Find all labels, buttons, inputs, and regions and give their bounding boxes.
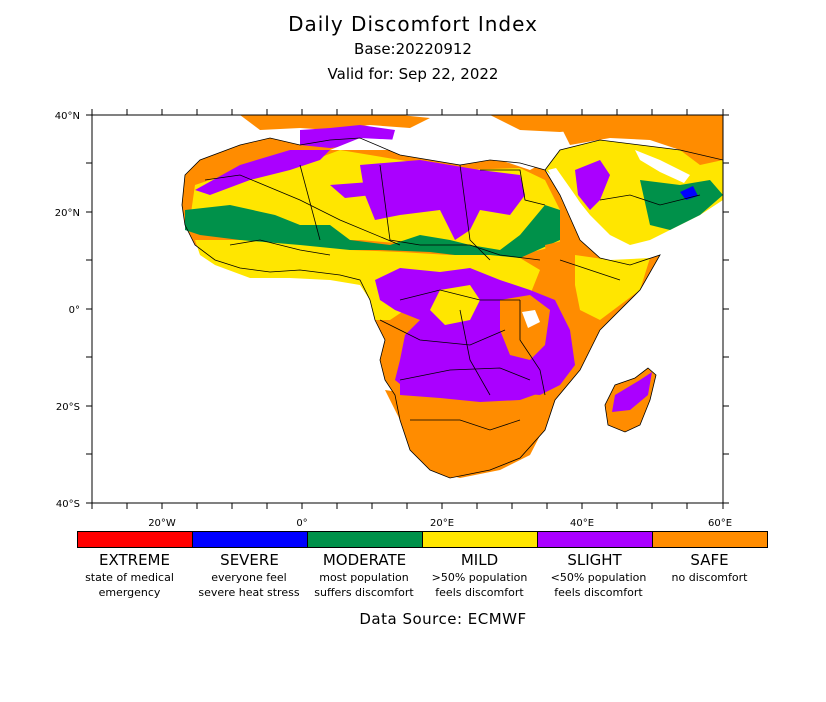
legend-desc-moderate-2: suffers discomfort [314,586,414,599]
central-mild [430,285,480,325]
legend-desc-extreme: state of medical emergency [72,570,187,600]
map-field [181,115,723,479]
arabia-green [640,180,723,230]
legend-desc-safe-1: no discomfort [671,571,748,584]
madagascar-slight [612,372,652,412]
legend-desc-slight-1: <50% population [550,571,647,584]
lat-label-0: 0° [69,305,80,316]
lat-label-20n: 20°N [55,208,80,219]
arabia-slight [575,160,610,210]
legend-desc-slight-2: feels discomfort [554,586,643,599]
legend-desc-extreme-2: emergency [98,586,161,599]
legend-label-severe: SEVERE [220,551,279,569]
great-lakes-safe [500,295,550,360]
legend-swatch-mild [422,531,538,548]
legend-swatch-moderate [307,531,423,548]
legend-label-moderate: MODERATE [322,551,407,569]
valid-date: Valid for: Sep 22, 2022 [327,65,499,83]
europe-safe [240,115,430,130]
legend-desc-mild-2: feels discomfort [435,586,524,599]
sahara-slight-north [195,150,330,195]
legend-desc-mild: >50% population feels discomfort [422,570,537,600]
legend-desc-moderate: most population suffers discomfort [304,570,424,600]
discomfort-map: 40°N 20°N 0° 20°S 40°S 20°W 0° 20°E 40°E… [55,109,732,529]
legend-swatch-severe [192,531,308,548]
legend-desc-severe-2: severe heat stress [198,586,300,599]
legend-desc-slight: <50% population feels discomfort [541,570,656,600]
legend-desc-safe: no discomfort [652,570,767,585]
legend-label-mild: MILD [460,551,499,569]
legend-swatch-extreme [77,531,193,548]
southern-slight [400,365,548,402]
legend-desc-extreme-1: state of medical [85,571,174,584]
sahara-slight-central [360,160,525,240]
lon-label-0: 0° [296,518,307,529]
map-title: Daily Discomfort Index [288,12,538,36]
lon-label-20e: 20°E [430,518,454,529]
lake-victoria [522,310,540,328]
legend-swatch-slight [537,531,653,548]
red-sea [548,168,605,243]
mediterranean [330,138,545,170]
turkey-safe [490,115,723,132]
legend-label-safe: SAFE [690,551,729,569]
legend-desc-severe-1: everyone feel [211,571,287,584]
lon-label-60e: 60°E [708,518,732,529]
horn-mild [575,255,650,320]
lat-label-40s: 40°S [56,499,80,510]
legend-swatch-safe [652,531,768,548]
lat-label-40n: 40°N [55,111,80,122]
middle-east-safe [560,118,723,165]
lat-label-20s: 20°S [56,402,80,413]
legend-label-extreme: EXTREME [99,551,170,569]
legend-desc-severe: everyone feel severe heat stress [189,570,309,600]
legend-desc-moderate-1: most population [319,571,409,584]
legend-label-slight: SLIGHT [567,551,622,569]
southern-africa-safe [385,390,548,478]
axis-ticks [86,109,729,509]
persian-gulf [635,150,690,183]
lon-label-20w: 20°W [148,518,176,529]
lon-label-40e: 40°E [570,518,594,529]
sahara-slight-small [330,182,372,198]
legend-desc-mild-1: >50% population [431,571,528,584]
data-source: Data Source: ECMWF [359,610,527,628]
base-date: Base:20220912 [354,40,472,58]
country-borders [181,137,723,479]
